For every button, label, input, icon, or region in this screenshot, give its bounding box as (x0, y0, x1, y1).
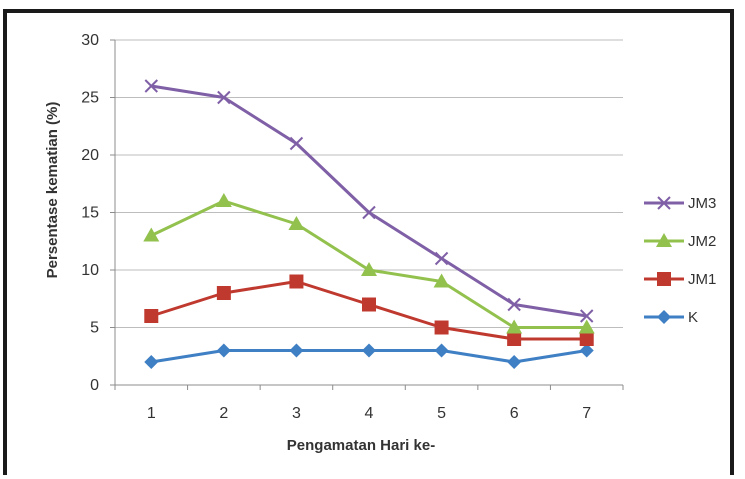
data-point (144, 309, 159, 323)
data-point (361, 262, 377, 276)
x-axis-title: Pengamatan Hari ke- (287, 437, 435, 454)
data-point (144, 355, 159, 369)
legend-item: JM2 (644, 233, 716, 250)
series-jm2 (143, 193, 595, 334)
y-tick-label: 0 (90, 377, 99, 394)
data-point (579, 332, 594, 346)
data-point (362, 297, 376, 312)
data-point (289, 343, 304, 358)
data-point (143, 227, 160, 242)
x-tick-label: 3 (292, 405, 301, 422)
data-point (362, 205, 376, 220)
data-point (580, 309, 594, 323)
x-tick-label: 6 (510, 405, 519, 422)
x-tick-label: 2 (219, 405, 228, 422)
series (143, 79, 595, 369)
legend-marker (657, 310, 671, 324)
legend-item: K (644, 309, 698, 326)
legend-label: JM3 (688, 195, 716, 212)
data-point (579, 343, 594, 358)
legend-marker (657, 196, 671, 210)
legend-marker (656, 233, 672, 247)
x-tick-label: 7 (582, 405, 591, 422)
x-tick-label: 5 (437, 405, 446, 422)
data-point (506, 319, 523, 334)
y-tick-label: 25 (81, 90, 99, 107)
chart-frame: Persentase kematian (%) Pengamatan Hari … (3, 9, 734, 475)
y-axis-title: Persentase kematian (%) (44, 102, 61, 279)
legend-item: JM1 (644, 271, 716, 288)
data-point (434, 343, 449, 358)
data-point (288, 216, 305, 230)
data-point (289, 274, 304, 289)
y-tick-label: 30 (81, 32, 99, 49)
series-k (144, 343, 594, 369)
data-point (507, 297, 521, 312)
gridlines (115, 39, 623, 328)
data-point (216, 286, 231, 300)
legend-label: JM2 (688, 233, 716, 250)
legend-marker (657, 272, 671, 286)
data-point (434, 251, 449, 266)
legend-label: JM1 (688, 271, 716, 288)
data-point (289, 136, 304, 151)
series-jm1 (144, 274, 594, 346)
data-point (215, 193, 232, 207)
data-point (217, 90, 231, 105)
y-tick-label: 5 (90, 320, 99, 337)
x-tick-label: 1 (147, 405, 156, 422)
data-point (578, 319, 595, 334)
data-point (434, 320, 449, 335)
legend-label: K (688, 309, 698, 326)
line-chart: Persentase kematian (%) Pengamatan Hari … (44, 32, 716, 454)
data-point (433, 273, 450, 288)
legend-item: JM3 (644, 195, 716, 212)
data-point (362, 343, 376, 358)
series-line (151, 84, 587, 318)
y-tick-label: 15 (81, 205, 99, 222)
legend: JM3 JM2 JM1 K (644, 195, 716, 326)
data-point (216, 343, 231, 358)
series-jm3 (144, 79, 594, 323)
data-point (507, 355, 522, 369)
x-tick-label: 4 (365, 405, 374, 422)
y-tick-label: 10 (81, 262, 99, 279)
data-point (507, 332, 522, 346)
axes: Persentase kematian (%) Pengamatan Hari … (44, 32, 624, 454)
data-point (144, 79, 158, 93)
y-tick-label: 20 (81, 147, 99, 164)
